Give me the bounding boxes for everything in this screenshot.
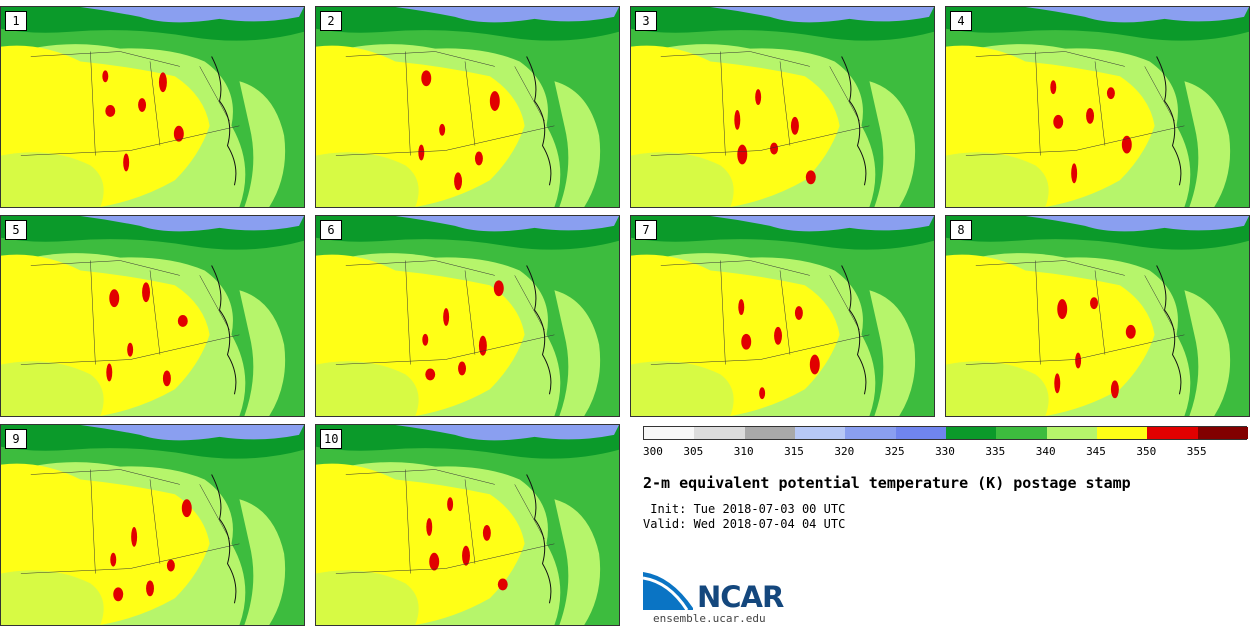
valid-time: Valid: Wed 2018-07-04 04 UTC — [643, 517, 846, 531]
colorbar-tick-label: 305 — [683, 445, 704, 458]
colorbar-swatch — [1046, 427, 1097, 439]
map-panel: 1 — [0, 6, 305, 208]
figure-title: 2-m equivalent potential temperature (K)… — [643, 474, 1131, 492]
panel-number-label: 8 — [950, 220, 972, 240]
panel-number-label: 10 — [320, 429, 343, 449]
colorbar-swatch — [1097, 427, 1148, 439]
panel-number-label: 9 — [5, 429, 27, 449]
colorbar-tick-label: 325 — [884, 445, 905, 458]
map-panel: 8 — [945, 215, 1250, 417]
map-panel: 2 — [315, 6, 620, 208]
map-panel: 9 — [0, 424, 305, 626]
colorbar-tick-label: 330 — [935, 445, 955, 458]
map-panel: 4 — [945, 6, 1250, 208]
colorbar-tick-label: 300 — [643, 445, 663, 458]
ncar-logo-icon — [643, 572, 693, 611]
colorbar-swatch — [795, 427, 846, 439]
colorbar-tick-label: 340 — [1035, 445, 1056, 458]
colorbar-tick-label: 345 — [1086, 445, 1106, 458]
panel-number-label: 2 — [320, 11, 342, 31]
colorbar-swatch — [644, 427, 695, 439]
colorbar-tick-label: 320 — [834, 445, 855, 458]
logo-text: NCAR — [697, 580, 784, 614]
colorbar-tick-label: 310 — [733, 445, 754, 458]
map-panel: 7 — [630, 215, 935, 417]
panel-number-label: 7 — [635, 220, 657, 240]
colorbar-swatch — [946, 427, 997, 439]
colorbar-swatch — [996, 427, 1047, 439]
colorbar-swatch — [694, 427, 745, 439]
panel-number-label: 5 — [5, 220, 27, 240]
colorbar-tick-label: 315 — [784, 445, 804, 458]
logo-url: ensemble.ucar.edu — [653, 612, 766, 625]
map-panel: 10 — [315, 424, 620, 626]
map-panel: 3 — [630, 6, 935, 208]
colorbar-swatch — [744, 427, 795, 439]
colorbar-swatch — [845, 427, 896, 439]
init-time: Init: Tue 2018-07-03 00 UTC — [643, 502, 846, 516]
map-panel: 5 — [0, 215, 305, 417]
colorbar-swatch — [1197, 427, 1248, 439]
colorbar-tick-label: 355 — [1186, 445, 1207, 458]
colorbar-tick-label: 350 — [1136, 445, 1157, 458]
panel-number-label: 4 — [950, 11, 972, 31]
panel-number-label: 3 — [635, 11, 657, 31]
panel-number-label: 1 — [5, 11, 27, 31]
colorbar — [643, 426, 1248, 440]
colorbar-tick-label: 335 — [985, 445, 1006, 458]
colorbar-ticks: 300 305 310 315 320 325 330 335 340 345 350 355 — [643, 445, 1247, 459]
colorbar-swatch — [895, 427, 946, 439]
map-panel: 6 — [315, 215, 620, 417]
panel-number-label: 6 — [320, 220, 342, 240]
colorbar-swatch — [1147, 427, 1198, 439]
